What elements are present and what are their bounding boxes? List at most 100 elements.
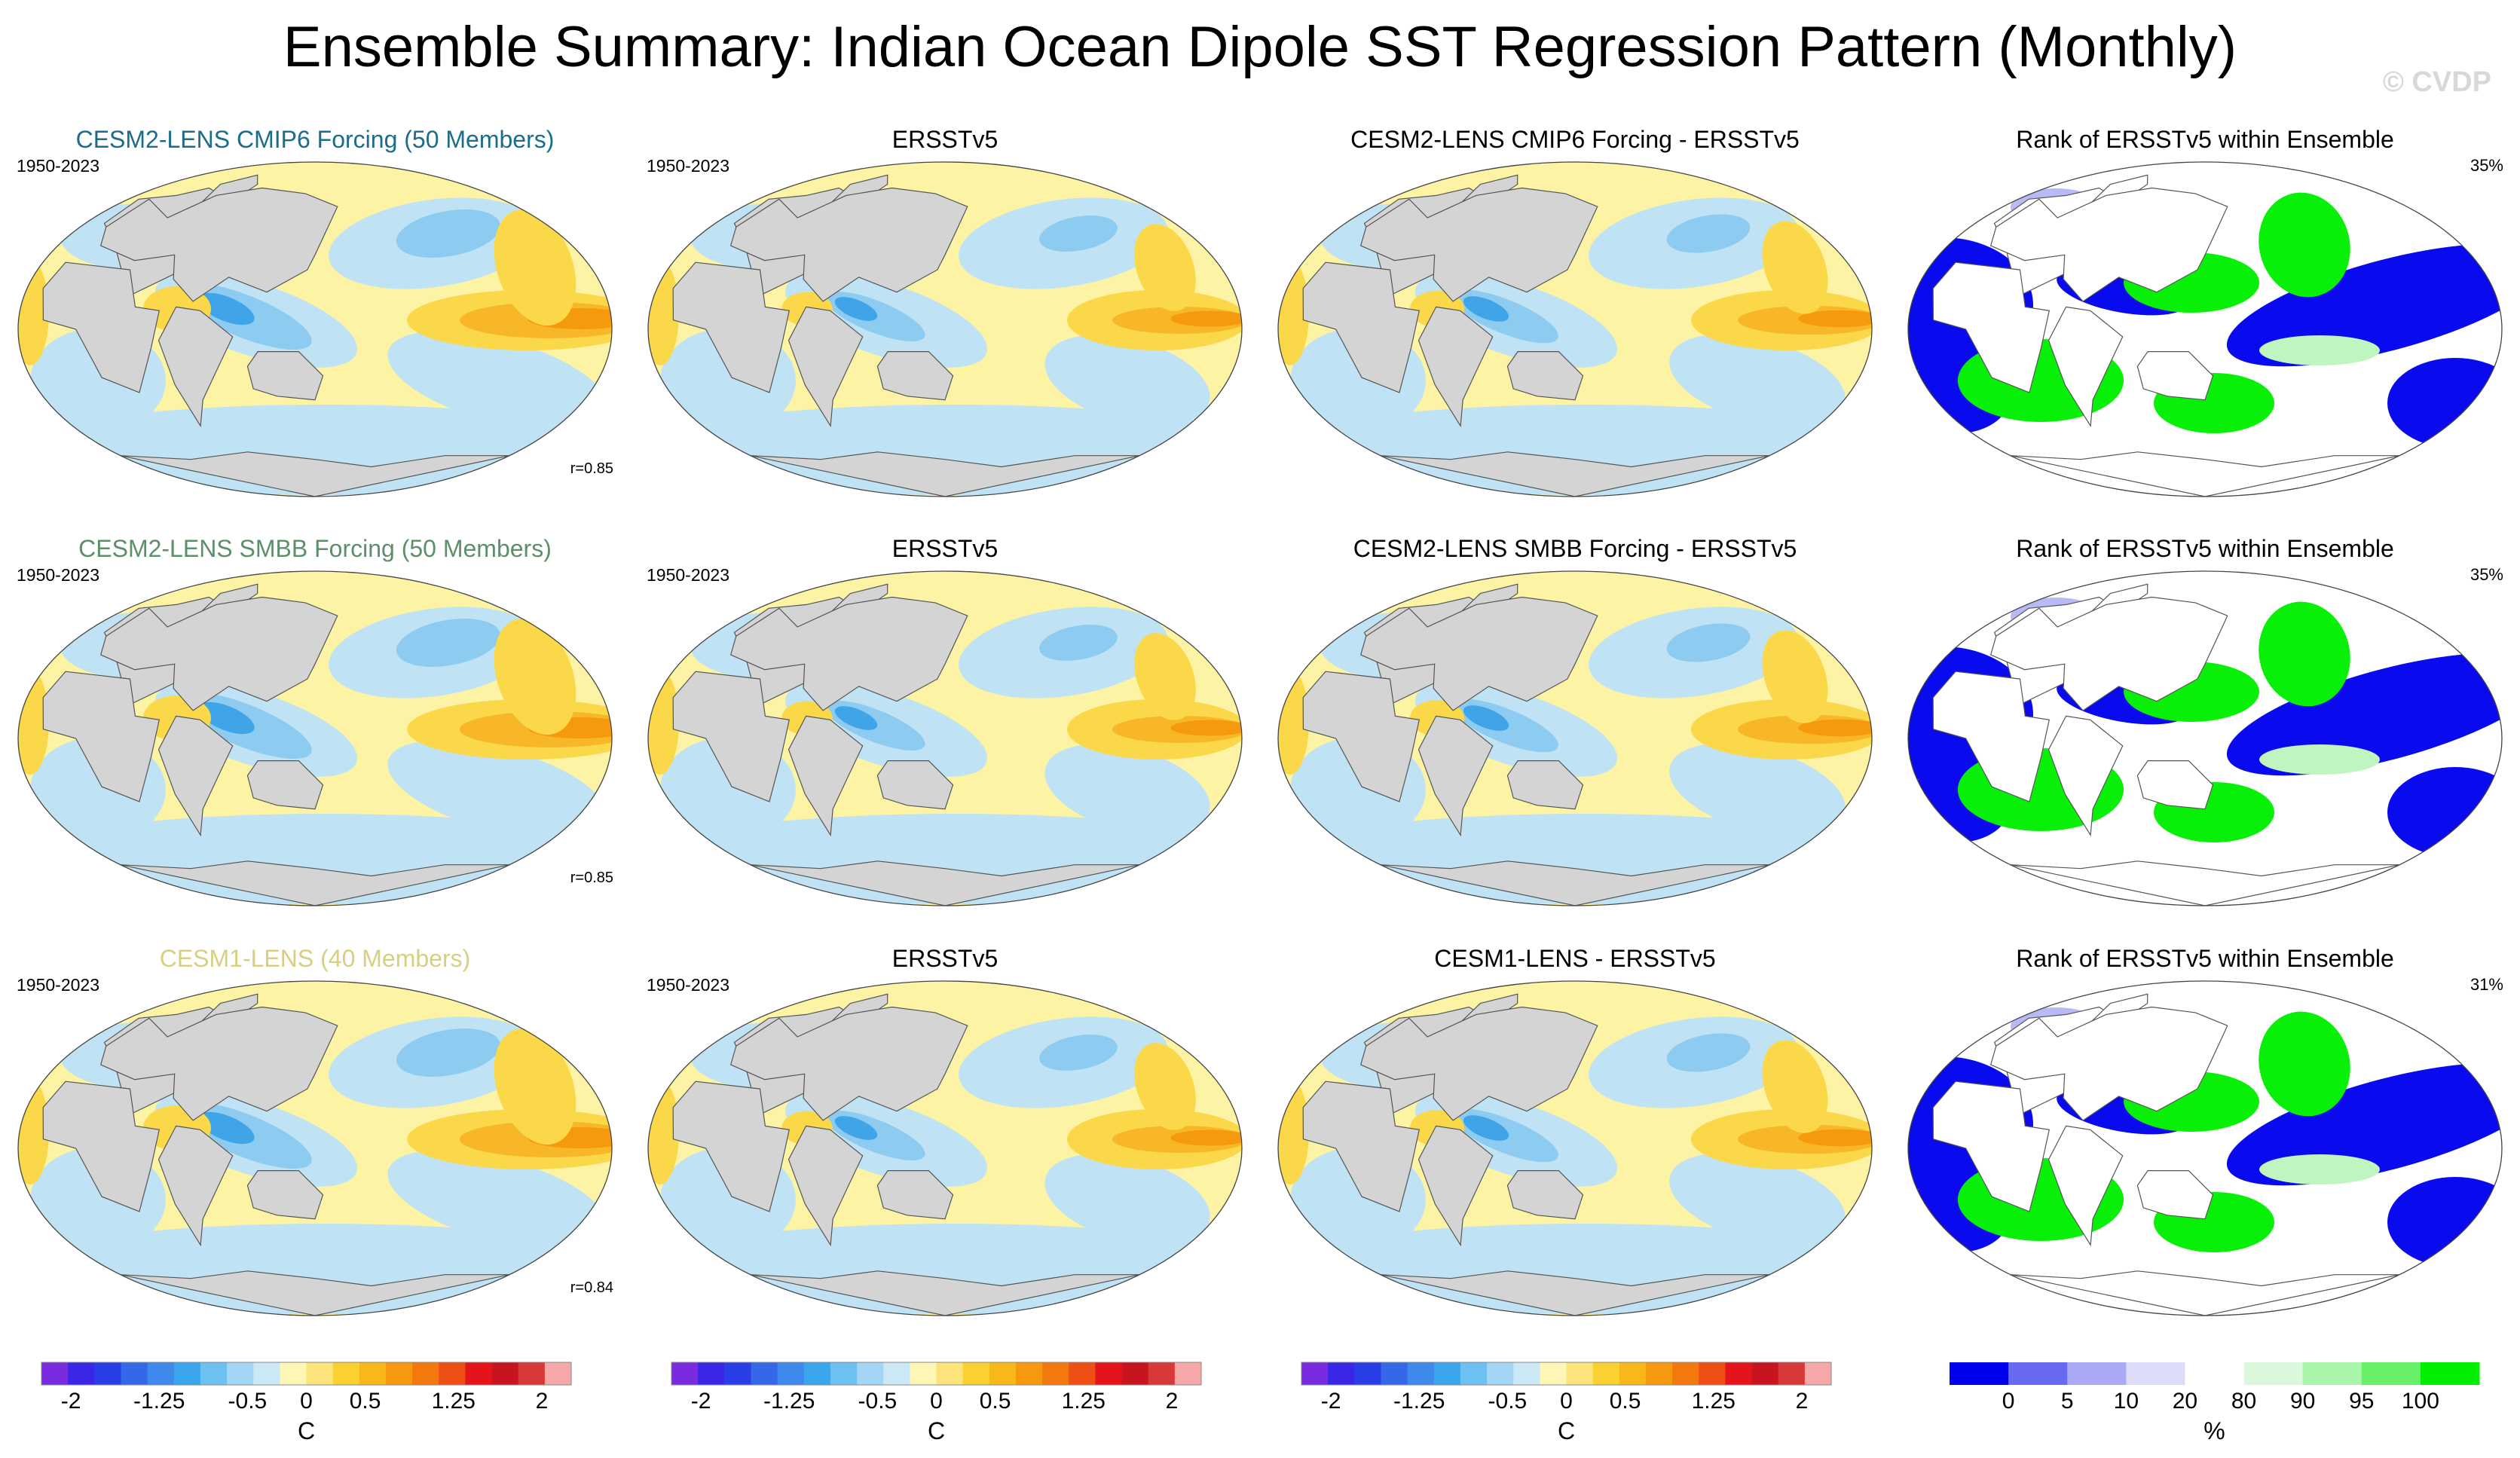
colorbar-swatch (936, 1362, 964, 1385)
land-africa (42, 671, 161, 802)
rank-percent-label: 35% (2470, 156, 2503, 175)
colorbar-swatch (518, 1362, 546, 1385)
robinson-map (17, 161, 613, 497)
pattern-correlation-label: r=0.85 (570, 870, 613, 886)
sst-colorbar-col3: -2 -1.25 -0.5 0 0.5 1.25 2 C (1260, 1353, 1890, 1458)
land-south-america (158, 1125, 234, 1247)
colorbar-tick-label: 0 (930, 1389, 943, 1414)
land-antarctica (750, 1270, 1140, 1316)
land-eurasia (1989, 1006, 2228, 1121)
colorbar-border (1301, 1362, 1832, 1386)
land-eurasia (729, 1006, 968, 1121)
map-outline (1277, 980, 1873, 1316)
robinson-map (647, 980, 1243, 1316)
colorbar-tick-label: -2 (690, 1389, 711, 1414)
robinson-map (1277, 161, 1873, 497)
colorbar-tick-label: 95 (2349, 1389, 2375, 1414)
warm-north-pacific-arc (1762, 221, 1828, 314)
warm-north-pacific-arc (494, 618, 576, 735)
map-outline (647, 980, 1243, 1316)
colorbar-swatch (1433, 1362, 1461, 1385)
colorbar-swatch (1566, 1362, 1594, 1385)
sst-colorbar-col1: -2 -1.25 -0.5 0 0.5 1.25 2 C (0, 1353, 630, 1458)
colorbar-swatch (883, 1362, 910, 1385)
colorbar-swatch (962, 1362, 990, 1385)
colorbar-swatch (465, 1362, 493, 1385)
land-australia (1506, 760, 1584, 810)
pattern-correlation-label: r=0.84 (570, 1279, 613, 1296)
land-australia (1506, 351, 1584, 401)
cool-nw-pacific-core (1039, 1035, 1118, 1071)
colorbar-swatch (544, 1362, 572, 1385)
map-panel-r1c4: Rank of ERSSTv5 within Ensemble 35% (1890, 124, 2520, 535)
cool-nw-pacific-core (396, 209, 501, 258)
colorbar-swatch (2126, 1362, 2185, 1385)
land-africa (1302, 261, 1421, 393)
figure-title: Ensemble Summary: Indian Ocean Dipole SS… (283, 15, 2237, 79)
land-australia (2136, 1170, 2214, 1220)
land-africa (1932, 261, 2051, 393)
colorbar-swatch (412, 1362, 439, 1385)
land-australia (1506, 1170, 1584, 1220)
cool-south-pacific (1044, 744, 1210, 836)
panel-title: CESM1-LENS - ERSSTv5 (1434, 945, 1716, 972)
map-outline (647, 570, 1243, 906)
colorbar-swatch (751, 1362, 778, 1385)
colorbar-swatch (857, 1362, 884, 1385)
map-panel-r2c2: ERSSTv5 1950-2023 (630, 533, 1260, 944)
cool-nw-pacific-core (396, 1029, 501, 1077)
warm-equatorial-pacific-max (1798, 310, 1872, 328)
land-antarctica (120, 1270, 510, 1316)
map-outline (1907, 161, 2503, 497)
rank-high-north-pacific (2259, 601, 2350, 707)
colorbar-tick-label: 0 (2002, 1389, 2015, 1414)
colorbar-swatch (1381, 1362, 1408, 1385)
colorbar-swatches (1301, 1362, 1832, 1386)
pattern-correlation-label: r=0.85 (570, 460, 613, 477)
period-label: 1950-2023 (17, 565, 99, 585)
colorbar-swatch (1592, 1362, 1620, 1385)
colorbar-swatch (1328, 1362, 1355, 1385)
robinson-map (1907, 161, 2503, 497)
colorbar-swatch (1042, 1362, 1069, 1385)
land-antarctica (2010, 860, 2400, 906)
colorbar-swatch (68, 1362, 95, 1385)
cool-maritime-core (197, 292, 255, 326)
robinson-map (647, 570, 1243, 906)
colorbar-swatch (1015, 1362, 1043, 1385)
land-antarctica (120, 860, 510, 906)
land-south-america (1418, 715, 1494, 837)
rank-mid-band (2259, 744, 2380, 775)
colorbar-swatch (910, 1362, 937, 1385)
colorbar-unit: C (1557, 1417, 1576, 1444)
colorbar-tick-label: 1.25 (1691, 1389, 1736, 1414)
map-panel-r1c3: CESM2-LENS CMIP6 Forcing - ERSSTv5 (1260, 124, 1890, 535)
map-outline (17, 570, 613, 906)
colorbar-tick-label: 1.25 (431, 1389, 476, 1414)
robinson-map (647, 161, 1243, 497)
colorbar-swatch (306, 1362, 334, 1385)
colorbar-border (41, 1362, 572, 1386)
map-panel-r3c1: CESM1-LENS (40 Members) 1950-2023 r=0.84 (0, 943, 630, 1354)
panel-title: ERSSTv5 (891, 945, 999, 972)
period-label: 1950-2023 (17, 156, 99, 176)
colorbar-tick-label: -1.25 (763, 1389, 815, 1414)
robinson-map (17, 980, 613, 1316)
land-south-america (1418, 306, 1494, 428)
warm-north-pacific-arc (1134, 1043, 1196, 1130)
land-eurasia (1989, 187, 2228, 302)
map-panel-r3c2: ERSSTv5 1950-2023 (630, 943, 1260, 1354)
cool-south-pacific (1669, 1153, 1846, 1246)
land-south-america (2048, 306, 2124, 428)
cool-south-pacific (1669, 743, 1846, 836)
colorbar-swatch (121, 1362, 148, 1385)
colorbar-border (671, 1362, 1202, 1386)
colorbar-swatch (1619, 1362, 1647, 1385)
warm-north-pacific-arc (1134, 633, 1196, 720)
cvdp-watermark: © CVDP (2382, 66, 2491, 98)
land-australia (876, 1170, 954, 1220)
panel-title: Rank of ERSSTv5 within Ensemble (2016, 945, 2394, 972)
panel-title: Rank of ERSSTv5 within Ensemble (2016, 535, 2394, 562)
robinson-map (1277, 980, 1873, 1316)
colorbar-swatches (671, 1362, 1202, 1386)
